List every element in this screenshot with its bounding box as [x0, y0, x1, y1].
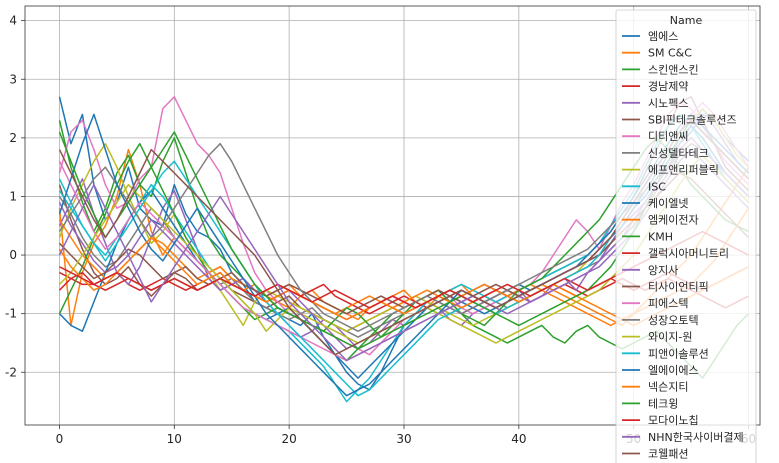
x-tick-label: 20	[282, 432, 297, 446]
legend-label: 에프앤리퍼블릭	[648, 164, 719, 177]
y-tick-label: 0	[9, 248, 17, 262]
y-tick-label: 1	[9, 189, 17, 203]
y-tick-label: 4	[9, 14, 17, 28]
legend-label: 와이지-원	[648, 331, 692, 344]
legend-label: 티사이언티픽	[648, 281, 709, 294]
legend-label: KMH	[648, 230, 673, 243]
legend-label: SM C&C	[648, 47, 692, 60]
legend-label: 디티앤씨	[648, 130, 688, 143]
y-axis-ticks: -2 -1 0 1 2 3 4	[5, 14, 25, 379]
legend-box	[615, 9, 757, 463]
legend-label: 성장오토텍	[648, 314, 699, 327]
x-tick-label: 30	[396, 432, 411, 446]
legend-title: Name	[670, 14, 703, 27]
legend-label: 엘에이에스	[648, 364, 699, 377]
legend-label: 경남제약	[648, 79, 688, 93]
x-tick-label: 40	[511, 432, 526, 446]
legend-label: 피앤이솔루션	[648, 347, 709, 360]
plot-frame	[24, 5, 761, 426]
x-tick-label: 10	[167, 432, 182, 446]
legend-label: 모다이노칩	[648, 414, 699, 427]
legend-label: ISC	[648, 180, 666, 193]
legend-label: 시노펙스	[648, 97, 688, 110]
legend-label: 스킨앤스킨	[648, 63, 699, 76]
y-tick-label: -2	[5, 365, 17, 379]
legend-label: NHN한국사이버결제	[648, 431, 744, 444]
legend-label: 앙지사	[648, 264, 678, 277]
legend-label: 코웰패션	[648, 448, 688, 461]
legend-label: 엠에스	[648, 30, 678, 43]
x-tick-label: 0	[56, 432, 64, 446]
legend-label: 넥슨지티	[648, 381, 688, 394]
y-tick-label: -1	[5, 307, 17, 321]
legend-label: 케이엘넷	[648, 197, 688, 210]
legend-label: 엠케이전자	[648, 214, 699, 227]
axes	[24, 5, 761, 426]
legend-label: 피에스텍	[648, 297, 688, 310]
legend-label: SBI핀테크솔루션즈	[648, 114, 737, 127]
y-tick-label: 2	[9, 131, 17, 145]
legend-label: 신성델타테크	[648, 147, 709, 160]
y-tick-label: 3	[9, 72, 17, 86]
legend-label: 테크윙	[648, 397, 678, 410]
legend-label: 갤럭시아머니트리	[648, 247, 729, 260]
